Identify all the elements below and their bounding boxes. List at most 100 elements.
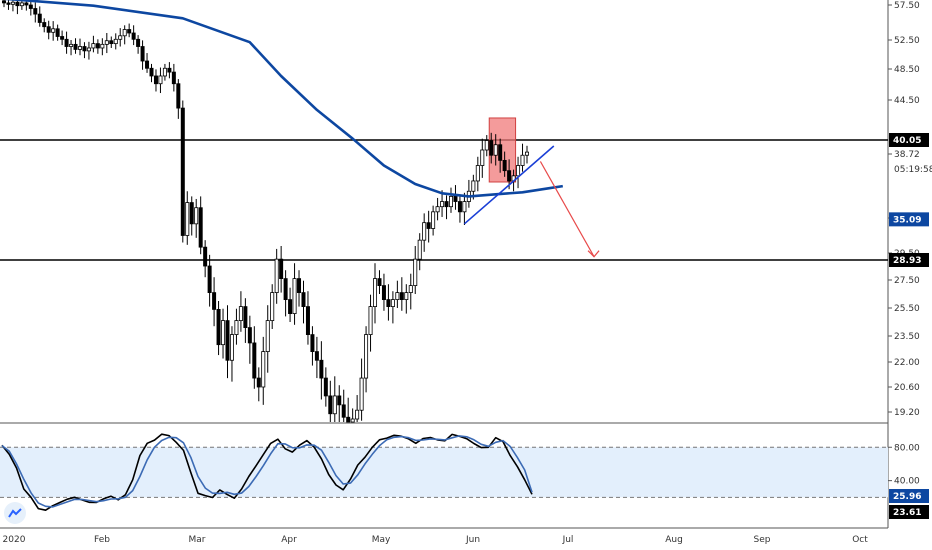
stochastic-k-line xyxy=(1,433,533,511)
candle-body xyxy=(368,306,373,336)
candle-body xyxy=(73,43,78,50)
moving-average-badge-label: 35.09 xyxy=(893,215,921,225)
candlestick xyxy=(288,287,293,322)
candle-body xyxy=(524,151,529,156)
candlestick xyxy=(319,341,324,400)
candlestick xyxy=(122,25,127,45)
candlestick xyxy=(247,315,252,364)
x-tick-label: Sep xyxy=(754,535,771,545)
candle-body xyxy=(149,67,154,77)
candlestick xyxy=(55,24,60,41)
level-badge: 28.93 xyxy=(889,253,929,267)
candle-body xyxy=(203,246,208,267)
candle-body xyxy=(417,239,422,260)
candle-body xyxy=(395,292,400,301)
candle-body xyxy=(337,395,342,406)
oscillator-badge: 25.96 xyxy=(889,489,929,503)
candlestick xyxy=(524,145,529,164)
candle-body xyxy=(283,278,288,301)
candle-body xyxy=(279,258,284,280)
y-tick-label: 25.50 xyxy=(894,304,920,314)
oscillator-band xyxy=(0,446,888,498)
candlestick xyxy=(95,39,100,54)
osc-tick-label: 80.00 xyxy=(894,443,920,453)
y-tick-label: 57.50 xyxy=(894,1,920,11)
candle-body xyxy=(319,359,324,379)
candle-body xyxy=(426,222,431,229)
candlestick xyxy=(520,143,525,172)
candlestick xyxy=(279,246,284,293)
candlestick xyxy=(435,197,440,221)
oscillator-badge-label: 25.96 xyxy=(893,492,921,502)
candlestick xyxy=(404,284,409,314)
level-badge-bg xyxy=(889,133,929,147)
candlestick xyxy=(69,40,74,56)
candle-body xyxy=(104,40,109,45)
candlestick xyxy=(64,31,69,54)
osc-tick-label: 40.00 xyxy=(894,477,920,487)
candle-body xyxy=(247,327,252,344)
candlestick xyxy=(305,291,310,345)
level-badge-bg xyxy=(889,253,929,267)
candle-body xyxy=(234,320,239,336)
candlestick xyxy=(145,53,150,73)
level-badge: 40.05 xyxy=(889,133,929,147)
candlestick xyxy=(484,135,489,157)
candle-body xyxy=(95,43,100,49)
time-axis[interactable]: 2020 Feb Mar Apr May Jun Jul Aug Sep Oct xyxy=(3,535,869,545)
x-tick-label: Feb xyxy=(94,535,110,545)
candlestick xyxy=(212,277,217,327)
candle-body xyxy=(516,165,521,177)
candle-body xyxy=(198,207,203,248)
candle-body xyxy=(15,1,20,7)
y-tick-label: 44.50 xyxy=(894,96,920,106)
candlestick xyxy=(462,192,467,225)
candle-body xyxy=(37,13,42,23)
candle-body xyxy=(377,278,382,287)
candlestick xyxy=(77,38,82,56)
y-tick-label: 20.60 xyxy=(894,383,920,393)
candle-body xyxy=(153,75,158,85)
tradingview-logo-icon[interactable] xyxy=(4,502,26,524)
candle-body xyxy=(33,8,38,15)
candlestick xyxy=(297,270,302,307)
candle-body xyxy=(408,285,413,294)
candlestick xyxy=(10,0,15,12)
candlestick xyxy=(314,336,319,379)
candlestick xyxy=(377,270,382,294)
candle-body xyxy=(176,83,181,109)
candlestick xyxy=(194,198,199,238)
candlestick xyxy=(153,69,158,92)
candle-body xyxy=(390,299,395,308)
candlestick xyxy=(502,151,507,177)
candlestick xyxy=(104,33,109,54)
x-tick-label: Apr xyxy=(281,535,297,545)
candlestick xyxy=(140,40,145,70)
candle-body xyxy=(189,202,194,225)
candle-body xyxy=(422,222,427,241)
candle-body xyxy=(440,201,445,208)
price-panel[interactable] xyxy=(0,0,888,423)
candlestick xyxy=(368,294,373,352)
candlestick xyxy=(229,326,234,382)
candlestick xyxy=(6,0,11,10)
candle-body xyxy=(355,409,360,420)
y-tick-label: 23.50 xyxy=(894,332,920,342)
candlestick xyxy=(475,156,480,192)
candlestick xyxy=(73,38,78,54)
candlestick xyxy=(28,0,33,16)
candle-body xyxy=(256,377,261,388)
candlestick xyxy=(2,0,7,8)
candle-body xyxy=(131,32,136,40)
stochastic-d-line xyxy=(1,435,533,508)
candlestick xyxy=(176,79,181,119)
candlestick xyxy=(118,28,123,47)
candlestick xyxy=(453,185,458,210)
y-tick-label: 48.50 xyxy=(894,65,920,75)
candle-body xyxy=(448,195,453,208)
candlestick xyxy=(408,273,413,310)
candle-body xyxy=(471,180,476,192)
oscillator-panel[interactable] xyxy=(1,433,533,511)
candle-body xyxy=(431,211,436,229)
